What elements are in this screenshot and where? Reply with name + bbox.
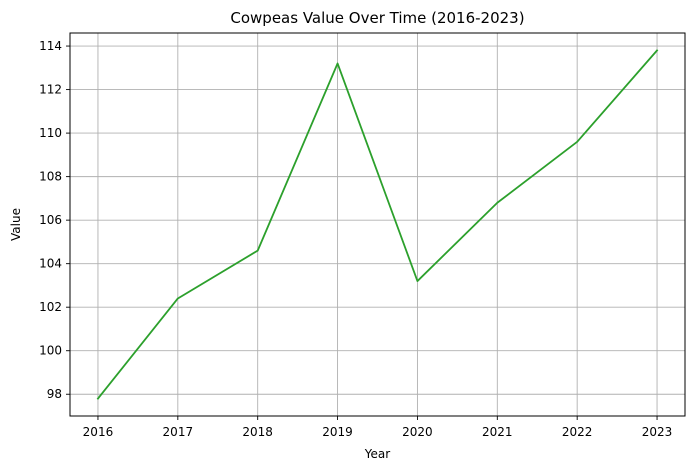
y-tick-label: 114 xyxy=(39,39,62,53)
series-line xyxy=(96,49,659,400)
x-tick-label: 2021 xyxy=(482,425,513,439)
y-tick-label: 104 xyxy=(39,257,62,271)
y-tick-labels: 98 100 102 104 106 108 110 112 114 xyxy=(39,39,62,401)
x-tick-labels: 2016 2017 2018 2019 2020 2021 2022 2023 xyxy=(83,425,673,439)
axis-ticks xyxy=(66,45,658,420)
plot-frame xyxy=(69,32,686,417)
x-axis-label: Year xyxy=(364,447,390,461)
grid-lines xyxy=(70,33,685,416)
y-tick-label: 100 xyxy=(39,344,62,358)
y-tick-label: 108 xyxy=(39,170,62,184)
x-tick-label: 2019 xyxy=(322,425,353,439)
y-tick-label: 106 xyxy=(39,213,62,227)
x-tick-label: 2020 xyxy=(402,425,433,439)
y-tick-label: 98 xyxy=(47,387,62,401)
y-tick-label: 112 xyxy=(39,83,62,97)
y-axis-label: Value xyxy=(9,208,23,241)
series-layer xyxy=(96,49,659,400)
x-tick-label: 2022 xyxy=(562,425,593,439)
x-tick-label: 2018 xyxy=(242,425,273,439)
y-tick-label: 102 xyxy=(39,300,62,314)
x-tick-label: 2023 xyxy=(642,425,673,439)
y-tick-label: 110 xyxy=(39,126,62,140)
x-tick-label: 2017 xyxy=(163,425,194,439)
x-tick-label: 2016 xyxy=(83,425,114,439)
chart-title: Cowpeas Value Over Time (2016-2023) xyxy=(230,9,524,27)
